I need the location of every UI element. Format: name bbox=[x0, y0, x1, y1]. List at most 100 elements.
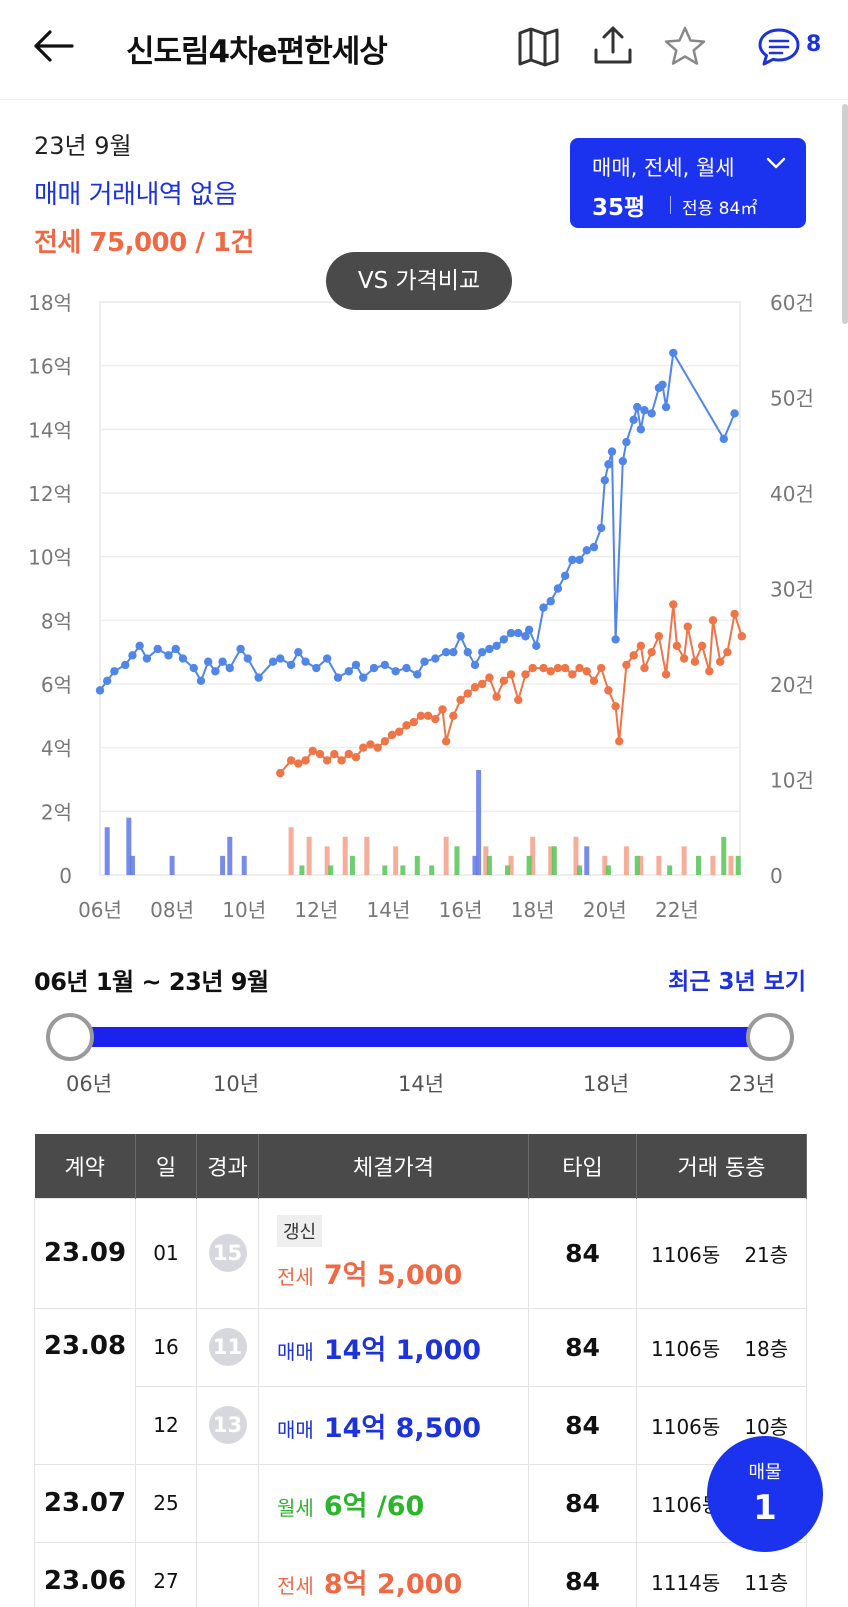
monthly-volume-bar bbox=[577, 865, 583, 875]
unit-type: 84 bbox=[528, 1541, 637, 1607]
sale-price-point bbox=[730, 409, 739, 418]
monthly-volume-bar bbox=[605, 865, 611, 875]
unit-type: 84 bbox=[528, 1307, 637, 1387]
table-row[interactable]: 23.09 01 15 갱신 전세 7억 5,000 84 1106동 21층 bbox=[34, 1197, 807, 1309]
unit-type: 84 bbox=[528, 1197, 637, 1309]
sale-price-point bbox=[463, 647, 472, 657]
sale-price-point bbox=[532, 641, 541, 650]
jeonse-price-point bbox=[463, 689, 472, 698]
floor: 21층 bbox=[744, 1242, 789, 1267]
sale-volume-bar bbox=[584, 846, 590, 875]
y-right-tick-label: 60건 bbox=[770, 291, 814, 315]
y-right-tick-label: 30건 bbox=[770, 578, 814, 602]
map-icon[interactable] bbox=[516, 24, 562, 70]
sale-price-point bbox=[121, 660, 130, 670]
sale-price-point bbox=[719, 434, 728, 444]
sale-volume-bar bbox=[220, 855, 226, 875]
share-icon[interactable] bbox=[590, 24, 636, 70]
monthly-volume-bar bbox=[696, 855, 702, 875]
sale-price-point bbox=[243, 654, 253, 663]
sale-price-point bbox=[196, 676, 206, 686]
range-end-handle[interactable] bbox=[746, 1013, 794, 1061]
range-slider-track[interactable] bbox=[70, 1027, 756, 1047]
table-row[interactable]: 23.06 27 전세 8억 2,000 84 1114동 11층 bbox=[34, 1541, 807, 1607]
sale-price-point bbox=[142, 654, 152, 663]
sale-price-point bbox=[431, 654, 440, 663]
jeonse-price-point bbox=[715, 657, 725, 666]
contract-day: 25 bbox=[135, 1463, 197, 1543]
jeonse-volume-bar bbox=[548, 846, 554, 875]
jeonse-price-point bbox=[402, 721, 411, 730]
y-right-tick-label: 20건 bbox=[770, 673, 814, 697]
dong: 1106동 bbox=[651, 1336, 721, 1361]
vs-compare-button[interactable]: VS 가격비교 bbox=[326, 252, 512, 310]
sale-price-point bbox=[582, 546, 591, 555]
y-left-tick-label: 18억 bbox=[28, 291, 72, 315]
sale-price-point bbox=[301, 657, 310, 666]
filter-trade-types: 매매, 전세, 월세 bbox=[592, 156, 735, 180]
jeonse-price-point bbox=[373, 743, 382, 752]
trade-price: 6억 /60 bbox=[323, 1490, 425, 1522]
price-cell: 매매 14억 1,000 bbox=[258, 1307, 529, 1387]
jeonse-volume-bar bbox=[483, 846, 489, 875]
trade-kind: 매매 bbox=[277, 1417, 314, 1442]
col-day[interactable]: 일 bbox=[135, 1134, 197, 1198]
back-arrow-icon[interactable] bbox=[30, 26, 78, 66]
sale-price-point bbox=[647, 409, 656, 418]
jeonse-price-point bbox=[611, 702, 620, 711]
table-row[interactable]: 12 13 매매 14억 8,500 84 1106동 10층 bbox=[35, 1385, 807, 1465]
jeonse-price-point bbox=[506, 670, 516, 679]
range-start-handle[interactable] bbox=[46, 1013, 94, 1061]
jeonse-price-point bbox=[380, 737, 390, 746]
jeonse-price-point bbox=[582, 667, 591, 676]
listings-floating-button[interactable]: 매물 1 bbox=[707, 1436, 823, 1552]
sale-price-point bbox=[402, 663, 411, 673]
chevron-down-icon bbox=[766, 157, 786, 169]
jeonse-price-point bbox=[416, 711, 426, 721]
col-dong-floor[interactable]: 거래 동층 bbox=[636, 1134, 807, 1198]
trade-type-filter-button[interactable]: 매매, 전세, 월세 35평 전용 84㎡ bbox=[570, 138, 806, 228]
col-elapsed[interactable]: 경과 bbox=[196, 1134, 259, 1198]
monthly-volume-bar bbox=[634, 855, 640, 875]
x-tick-label: 22년 bbox=[655, 898, 699, 922]
sale-price-point bbox=[560, 571, 570, 580]
elapsed-cell: 13 bbox=[196, 1385, 259, 1465]
sale-price-point bbox=[611, 635, 620, 644]
scrollbar[interactable] bbox=[842, 104, 848, 324]
comment-count[interactable]: 8 bbox=[806, 32, 822, 57]
floor: 18층 bbox=[744, 1336, 789, 1361]
price-cell: 전세 8억 2,000 bbox=[258, 1541, 529, 1607]
col-type[interactable]: 타입 bbox=[528, 1134, 637, 1198]
table-row[interactable]: 23.08 16 11 매매 14억 1,000 84 1106동 18층 bbox=[34, 1307, 807, 1465]
jeonse-price-point bbox=[705, 667, 714, 676]
jeonse-price-point bbox=[737, 632, 747, 641]
y-left-tick-label: 6억 bbox=[41, 673, 72, 697]
recent-3-years-link[interactable]: 최근 3년 보기 bbox=[668, 969, 806, 995]
dong-floor: 1114동 11층 bbox=[636, 1541, 807, 1607]
jeonse-price-point bbox=[730, 609, 739, 619]
period-range-label: 06년 1월 ~ 23년 9월 bbox=[34, 968, 269, 996]
monthly-volume-bar bbox=[667, 865, 673, 875]
monthly-volume-bar bbox=[504, 865, 510, 875]
floor: 10층 bbox=[744, 1414, 789, 1439]
table-row[interactable]: 23.07 25 월세 6억 /60 84 1106동 bbox=[34, 1463, 807, 1543]
sale-price-point bbox=[211, 667, 220, 676]
col-price[interactable]: 체결가격 bbox=[258, 1134, 529, 1198]
jeonse-price-point bbox=[575, 663, 584, 673]
sale-price-point bbox=[95, 686, 105, 695]
sale-price-point bbox=[546, 597, 555, 606]
comment-icon[interactable] bbox=[756, 24, 802, 70]
sale-price-point bbox=[449, 647, 458, 657]
jeonse-price-point bbox=[276, 768, 285, 778]
jeonse-volume-bar bbox=[342, 836, 348, 875]
jeonse-price-point bbox=[337, 756, 346, 765]
col-contract[interactable]: 계약 bbox=[34, 1134, 136, 1198]
jeonse-volume-bar bbox=[530, 836, 536, 875]
sale-price-point bbox=[514, 628, 523, 638]
sale-price-point bbox=[268, 657, 278, 666]
jeonse-price-point bbox=[723, 647, 732, 657]
jeonse-price-point bbox=[683, 622, 692, 631]
star-icon[interactable] bbox=[662, 24, 708, 70]
monthly-volume-bar bbox=[735, 855, 741, 875]
trade-kind: 월세 bbox=[277, 1495, 314, 1520]
